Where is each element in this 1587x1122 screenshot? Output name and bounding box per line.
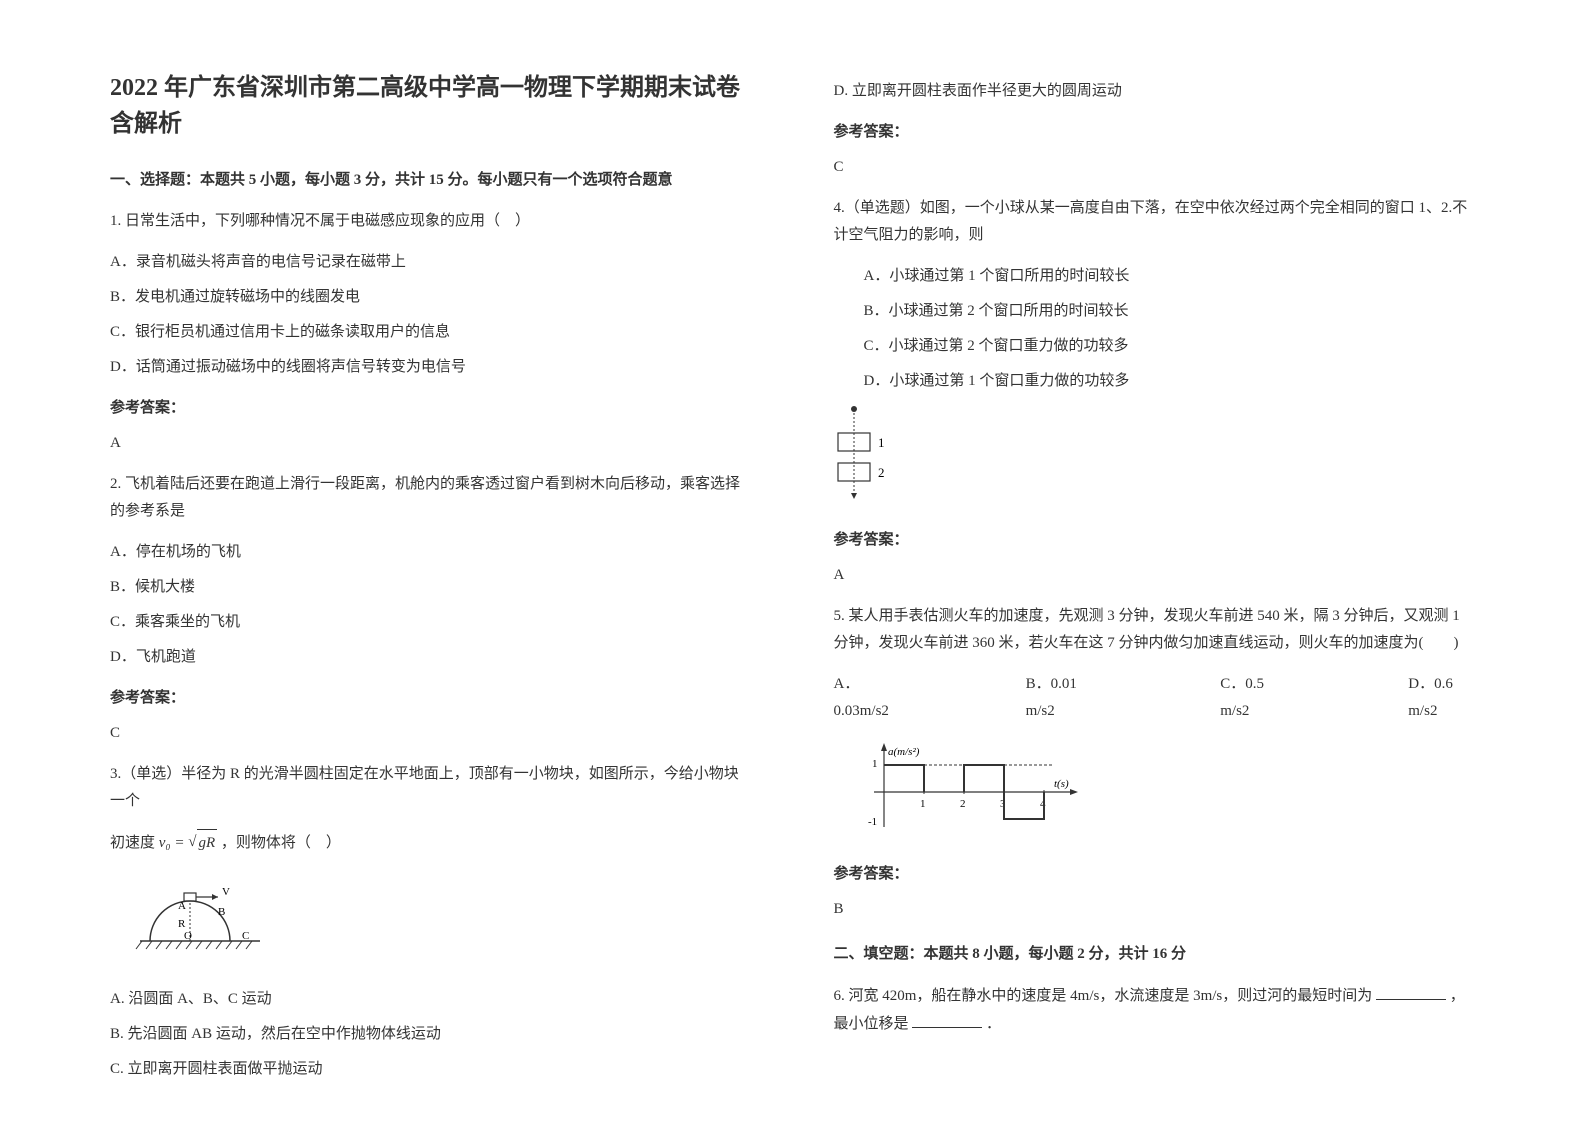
section2-heading: 二、填空题：本题共 8 小题，每小题 2 分，共计 16 分 (834, 941, 1478, 968)
q2-option-d: D．飞机跑道 (110, 644, 754, 671)
q5-ylabel: a(m/s²) (888, 746, 920, 758)
q4-answer-label: 参考答案： (834, 527, 1478, 554)
q5-xlabel: t(s) (1054, 778, 1069, 790)
q5-xtick-2: 2 (960, 798, 966, 810)
q5-ytick-bot: -1 (868, 816, 877, 828)
q3-label-o: O (184, 930, 192, 942)
q2-option-a: A．停在机场的飞机 (110, 539, 754, 566)
q3-option-b: B. 先沿圆面 AB 运动，然后在空中作抛物体线运动 (110, 1021, 754, 1048)
q3-stem-post: ，则物体将（ ） (221, 835, 341, 851)
q2-option-b: B．候机大楼 (110, 574, 754, 601)
q1-option-a: A．录音机磁头将声音的电信号记录在磁带上 (110, 249, 754, 276)
q4-option-a: A．小球通过第 1 个窗口所用的时间较长 (864, 263, 1478, 290)
q6-blank-1 (1376, 982, 1446, 1000)
q2-answer: C (110, 720, 754, 747)
q5-option-d: D．0.6 m/s2 (1408, 671, 1477, 725)
q3-diagram: A B R O C V (130, 871, 754, 976)
right-column: D. 立即离开圆柱表面作半径更大的圆周运动 参考答案： C 4.（单选题）如图，… (794, 70, 1498, 1052)
sqrt-icon: √ (188, 829, 196, 856)
q5-diagram: a(m/s²) 1 -1 t(s) 1 2 3 4 (854, 737, 1478, 847)
q3-label-a: A (178, 900, 186, 912)
q5-options-row: A．0.03m/s2 B．0.01 m/s2 C．0.5 m/s2 D．0.6 … (834, 671, 1478, 725)
q4-stem: 4.（单选题）如图，一个小球从某一高度自由下落，在空中依次经过两个完全相同的窗口… (834, 195, 1478, 249)
q4-svg: 1 2 (834, 403, 924, 503)
q1-answer: A (110, 430, 754, 457)
q3-label-b: B (218, 906, 225, 918)
q3-option-c: C. 立即离开圆柱表面做平抛运动 (110, 1056, 754, 1083)
q1-option-b: B．发电机通过旋转磁场中的线圈发电 (110, 284, 754, 311)
q5-ytick-top: 1 (872, 758, 878, 770)
q1-stem: 1. 日常生活中，下列哪种情况不属于电磁感应现象的应用（ ） (110, 208, 754, 235)
section1-heading: 一、选择题：本题共 5 小题，每小题 3 分，共计 15 分。每小题只有一个选项… (110, 167, 754, 194)
q5-option-b: B．0.01 m/s2 (1026, 671, 1101, 725)
q2-stem: 2. 飞机着陆后还要在跑道上滑行一段距离，机舱内的乘客透过窗户看到树木向后移动，… (110, 471, 754, 525)
q3-label-v: V (222, 886, 230, 898)
q3-svg: A B R O C V (130, 871, 290, 966)
q3-gR: gR (197, 829, 218, 857)
q3-v0-expr: v₀ = (159, 835, 189, 851)
left-column: 2022 年广东省深圳市第二高级中学高一物理下学期期末试卷含解析 一、选择题：本… (90, 70, 794, 1052)
q4-window2-label: 2 (878, 465, 885, 480)
q4-answer: A (834, 562, 1478, 589)
q2-option-c: C．乘客乘坐的飞机 (110, 609, 754, 636)
q3-answer-label: 参考答案： (834, 119, 1478, 146)
q5-option-c: C．0.5 m/s2 (1220, 671, 1288, 725)
q1-option-c: C．银行柜员机通过信用卡上的磁条读取用户的信息 (110, 319, 754, 346)
q3-stem-line2: 初速度 v₀ = √gR ，则物体将（ ） (110, 829, 754, 857)
q3-option-d: D. 立即离开圆柱表面作半径更大的圆周运动 (834, 78, 1478, 105)
q6-stem-c: ． (986, 1016, 1001, 1032)
q4-option-c: C．小球通过第 2 个窗口重力做的功较多 (864, 333, 1478, 360)
q3-label-c: C (242, 930, 249, 942)
q4-option-d: D．小球通过第 1 个窗口重力做的功较多 (864, 368, 1478, 395)
q3-label-r: R (178, 918, 186, 930)
q6-blank-2 (912, 1010, 982, 1028)
q1-option-d: D．话筒通过振动磁场中的线圈将声信号转变为电信号 (110, 354, 754, 381)
q4-window1-label: 1 (878, 435, 885, 450)
q6-stem: 6. 河宽 420m，船在静水中的速度是 4m/s，水流速度是 3m/s，则过河… (834, 982, 1478, 1038)
q3-answer: C (834, 154, 1478, 181)
q5-option-a: A．0.03m/s2 (834, 671, 906, 725)
q5-answer-label: 参考答案： (834, 861, 1478, 888)
q5-xtick-1: 1 (920, 798, 926, 810)
q6-stem-a: 6. 河宽 420m，船在静水中的速度是 4m/s，水流速度是 3m/s，则过河… (834, 988, 1373, 1004)
q1-answer-label: 参考答案： (110, 395, 754, 422)
q4-option-b: B．小球通过第 2 个窗口所用的时间较长 (864, 298, 1478, 325)
exam-title: 2022 年广东省深圳市第二高级中学高一物理下学期期末试卷含解析 (110, 70, 754, 142)
q5-stem: 5. 某人用手表估测火车的加速度，先观测 3 分钟，发现火车前进 540 米，隔… (834, 603, 1478, 657)
q3-v0-label: 初速度 (110, 835, 155, 851)
q3-stem-line1: 3.（单选）半径为 R 的光滑半圆柱固定在水平地面上，顶部有一小物块，如图所示，… (110, 761, 754, 815)
q3-option-a: A. 沿圆面 A、B、C 运动 (110, 986, 754, 1013)
q2-answer-label: 参考答案： (110, 685, 754, 712)
q5-answer: B (834, 896, 1478, 923)
q4-diagram: 1 2 (834, 403, 1478, 513)
q5-svg: a(m/s²) 1 -1 t(s) 1 2 3 4 (854, 737, 1094, 837)
